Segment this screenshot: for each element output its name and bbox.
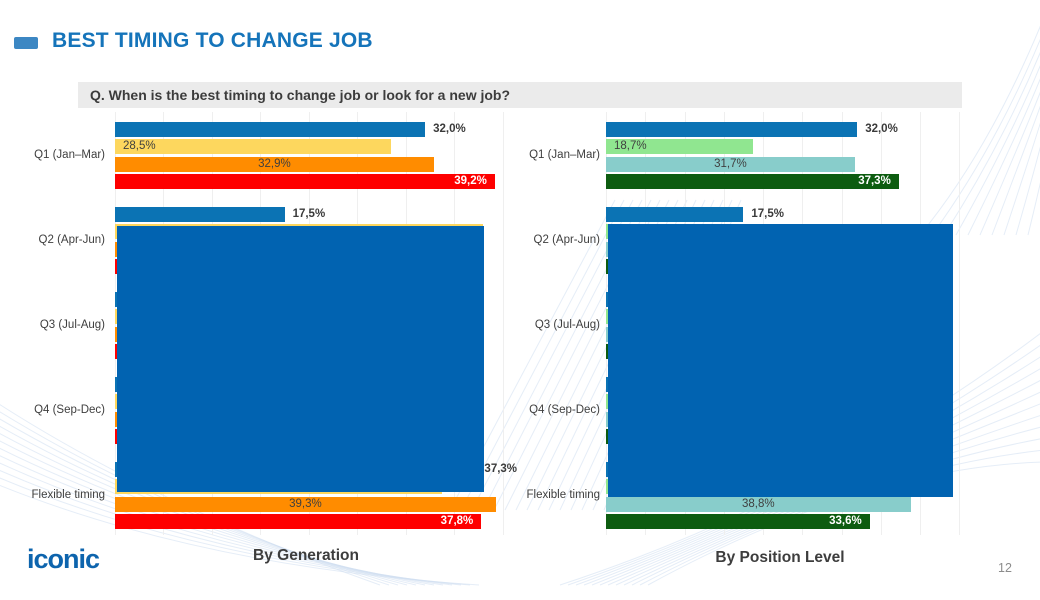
- bar-value-label: 32,0%: [433, 123, 466, 135]
- category-label: Q2 (Apr-Jun): [38, 234, 105, 246]
- covered-bar-sliver: [115, 309, 118, 325]
- covered-bar-sliver: [115, 292, 118, 307]
- gridline: [502, 112, 504, 535]
- gridline: [959, 112, 961, 535]
- covered-bar-sliver: [606, 258, 609, 274]
- covered-bar-sliver: [115, 326, 118, 342]
- bar: [115, 173, 495, 189]
- bar-value-label: 37,8%: [440, 514, 474, 527]
- covered-bar-sliver: [606, 241, 609, 257]
- bar: [606, 156, 855, 172]
- covered-bar-sliver: [115, 241, 118, 257]
- covered-bar-sliver: [606, 326, 609, 342]
- bar: [115, 496, 496, 512]
- category-label: Q3 (Jul-Aug): [534, 319, 600, 331]
- covered-bar-sliver: [115, 377, 118, 392]
- bar-value-label: 18,7%: [614, 140, 647, 153]
- bar: [606, 139, 753, 155]
- bar: [606, 122, 858, 137]
- covered-bar-sliver: [606, 462, 609, 477]
- bar: [606, 513, 870, 529]
- covered-bar-sliver: [115, 394, 118, 410]
- data-overlay-rectangle: [608, 224, 953, 497]
- category-label: Q3 (Jul-Aug): [39, 319, 105, 331]
- category-label: Q4 (Sep-Dec): [529, 404, 600, 416]
- covered-bar-sliver: [606, 428, 609, 444]
- bar-value-label: 32,0%: [865, 123, 898, 135]
- page-number: 12: [998, 561, 1012, 575]
- category-label: Q1 (Jan–Mar): [529, 149, 600, 161]
- bar: [606, 496, 911, 512]
- bar: [115, 513, 482, 529]
- category-label: Flexible timing: [526, 489, 601, 501]
- iconic-logo: iconic: [27, 544, 100, 574]
- bar-value-label: 37,3%: [858, 174, 891, 187]
- category-label: Q2 (Apr-Jun): [533, 234, 600, 246]
- covered-bar-sliver: [606, 292, 609, 307]
- covered-bar-sliver: [606, 377, 609, 392]
- covered-bar-sliver: [606, 224, 609, 240]
- bar-value-label: 17,5%: [292, 208, 326, 220]
- covered-bar-sliver: [606, 309, 609, 325]
- bar: [115, 139, 392, 155]
- title-bullet-icon: [14, 37, 38, 49]
- covered-bar-sliver: [606, 394, 609, 410]
- bar: [115, 207, 285, 222]
- bar-value-label: 28,5%: [123, 140, 156, 153]
- page-title: BEST TIMING TO CHANGE JOB: [52, 29, 373, 52]
- question-bar: Q. When is the best timing to change job…: [78, 82, 962, 108]
- bar: [606, 173, 899, 189]
- bar: [115, 122, 426, 137]
- bar-value-label: 38,8%: [741, 497, 775, 510]
- covered-bar-sliver: [115, 428, 118, 444]
- covered-bar-sliver: [115, 343, 118, 359]
- chart-caption-by-generation: By Generation: [253, 547, 359, 564]
- bar-value-label: 39,2%: [454, 174, 487, 187]
- bar-value-label: 17,5%: [751, 208, 784, 220]
- category-label: Flexible timing: [31, 489, 106, 501]
- covered-bar-sliver: [115, 258, 118, 274]
- covered-bar-sliver: [606, 343, 609, 359]
- category-label: Q4 (Sep-Dec): [34, 404, 105, 416]
- bar-value-label: 33,6%: [829, 514, 862, 527]
- chart-caption-by-position-level: By Position Level: [715, 549, 845, 566]
- bar-value-label: 31,7%: [714, 157, 747, 170]
- bar-value-label: 32,9%: [258, 157, 291, 170]
- bar-value-label: 37,3%: [484, 463, 518, 475]
- bar: [606, 207, 744, 222]
- covered-bar-sliver: [606, 411, 609, 427]
- question-text: Q. When is the best timing to change job…: [90, 87, 511, 103]
- covered-bar-sliver: [115, 411, 118, 427]
- data-overlay-rectangle: [117, 226, 484, 492]
- bar-value-label: 39,3%: [289, 497, 322, 510]
- bar: [115, 156, 434, 172]
- category-label: Q1 (Jan–Mar): [34, 149, 105, 161]
- covered-bar-sliver: [606, 479, 609, 495]
